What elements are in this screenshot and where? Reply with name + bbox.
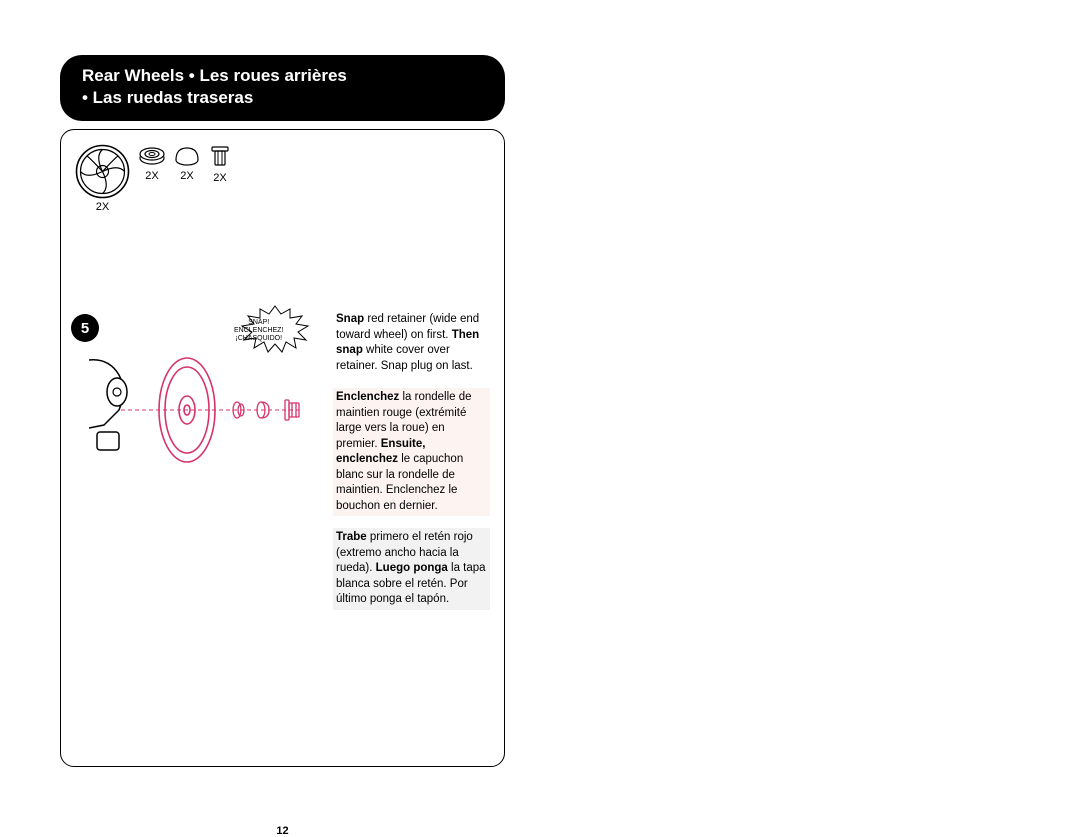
title-line-2: • Las ruedas traseras [82,87,483,109]
part-cap: 2X [174,144,200,182]
cap-qty: 2X [180,170,193,182]
wheel-qty: 2X [96,201,109,213]
part-wheel: 2X [75,144,130,213]
retainer-icon [138,144,166,168]
plug-qty: 2X [213,172,226,184]
title-line-1: Rear Wheels • Les roues arrières [82,65,483,87]
parts-list: 2X 2X 2X [75,144,490,213]
page-number: 12 [60,825,505,837]
wheel-icon [75,144,130,199]
retainer-qty: 2X [145,170,158,182]
wheel-assembly-icon [89,320,319,490]
instruction-text: Snap red retainer (wide end toward wheel… [329,310,490,622]
part-plug: 2X [208,144,232,184]
assembly-diagram: SNAP! ENCLENCHEZ! ¡CHASQUIDO! [99,310,329,490]
part-retainer: 2X [138,144,166,182]
content-panel: 2X 2X 2X [60,129,505,767]
step-5: 5 SNAP! ENCLENCHEZ! ¡CHASQUIDO! [71,310,490,622]
instruction-en: Snap red retainer (wide end toward wheel… [333,310,490,376]
section-title: Rear Wheels • Les roues arrières • Las r… [60,55,505,121]
instruction-fr: Enclenchez la rondelle de maintien rouge… [333,388,490,516]
plug-icon [208,144,232,170]
instruction-es: Trabe primero el retén rojo (extremo anc… [333,528,490,610]
cap-icon [174,144,200,168]
